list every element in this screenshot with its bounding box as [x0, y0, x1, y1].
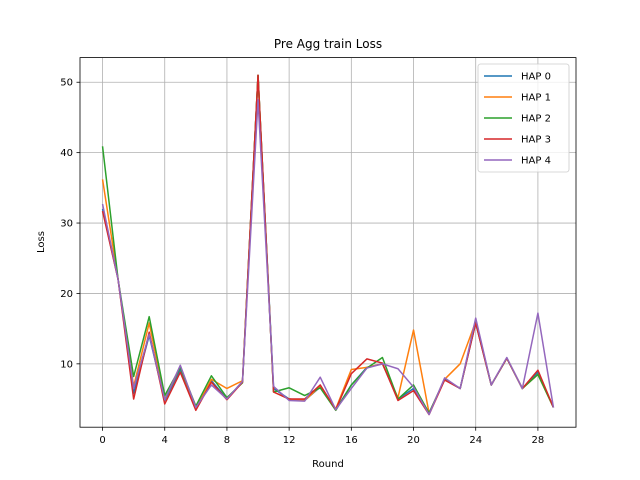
legend-label-hap-0: HAP 0	[521, 72, 551, 83]
y-axis-label: Loss	[36, 231, 47, 253]
series-lines	[101, 74, 555, 416]
x-tick-label: 0	[99, 435, 105, 446]
x-tick-label: 28	[532, 435, 545, 446]
axis-ticks: 0 4 8 12 16 20 24 28 10 20 30 40 50	[60, 78, 544, 446]
series-line-hap-3	[101, 74, 555, 416]
legend: HAP 0 HAP 1 HAP 2 HAP 3 HAP 4	[477, 63, 570, 173]
legend-label-hap-2: HAP 2	[521, 114, 551, 125]
y-tick-label: 20	[60, 289, 73, 300]
legend-label-hap-1: HAP 1	[521, 93, 551, 104]
legend-frame	[477, 63, 570, 173]
x-tick-label: 4	[162, 435, 168, 446]
chart-title: Pre Agg train Loss	[274, 37, 382, 51]
y-tick-label: 50	[60, 78, 73, 89]
plot-frame	[79, 57, 577, 428]
legend-label-hap-3: HAP 3	[521, 135, 551, 146]
y-tick-label: 30	[60, 219, 73, 230]
x-tick-label: 24	[469, 435, 482, 446]
x-tick-label: 8	[224, 435, 230, 446]
x-tick-label: 20	[407, 435, 420, 446]
series-line-hap-4	[101, 99, 555, 416]
x-tick-label: 16	[345, 435, 358, 446]
x-tick-label: 12	[283, 435, 296, 446]
legend-label-hap-4: HAP 4	[521, 156, 551, 167]
y-tick-label: 40	[60, 148, 73, 159]
x-axis-label: Round	[312, 459, 344, 470]
y-tick-label: 10	[60, 359, 73, 370]
